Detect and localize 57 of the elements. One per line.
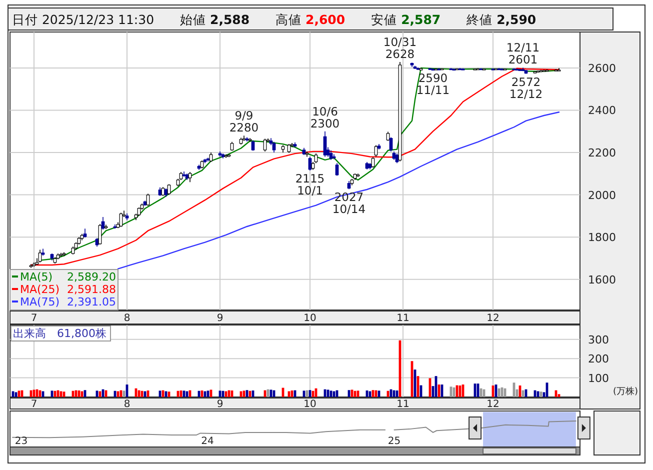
y-tick-label: 2200 bbox=[588, 146, 616, 160]
text: 高値 2,600 bbox=[276, 12, 346, 27]
candlestick bbox=[314, 153, 318, 164]
x-tick-label: 12 bbox=[486, 313, 500, 324]
x-tick-label: 24 bbox=[201, 436, 214, 447]
candlestick bbox=[119, 212, 123, 228]
x-tick-label: 10 bbox=[304, 313, 316, 324]
annotation: 2572 12/12 bbox=[509, 74, 543, 101]
y-tick-label: 200 bbox=[588, 352, 609, 366]
text: 終値 2,590 bbox=[466, 12, 536, 27]
candlestick bbox=[209, 152, 213, 162]
annotation: 12/11 2601 bbox=[506, 40, 540, 67]
candlestick bbox=[182, 171, 186, 178]
x-tick-label: 12 bbox=[486, 399, 500, 410]
legend-label: MA(75) 2,391.05 bbox=[20, 296, 116, 308]
candlestick bbox=[371, 156, 375, 168]
annotation: 2027 10/14 bbox=[332, 190, 366, 216]
candlestick bbox=[188, 172, 192, 182]
chart-title: 出来高 61,800株 bbox=[13, 327, 106, 340]
y-tick-label: 2600 bbox=[588, 62, 616, 75]
x-tick-label: 9 bbox=[216, 399, 224, 410]
x-tick-label: 8 bbox=[124, 313, 130, 324]
text: MA(5) 2,589.20 bbox=[20, 270, 116, 284]
text: 安値 2,587 bbox=[371, 12, 441, 27]
candlestick bbox=[386, 131, 390, 142]
x-tick-label: 7 bbox=[30, 399, 38, 410]
x-tick-label: 10 bbox=[304, 399, 316, 410]
y-tick-label: 100 bbox=[588, 372, 609, 385]
y-tick-label: 1800 bbox=[588, 231, 616, 244]
text: 始値 2,588 bbox=[180, 12, 250, 27]
annotation: 10/6 2300 bbox=[310, 104, 340, 130]
y-tick-label: 2000 bbox=[588, 188, 616, 202]
x-tick-label: 23 bbox=[14, 436, 28, 447]
candlestick bbox=[389, 136, 393, 152]
candlestick bbox=[251, 140, 255, 152]
candlestick bbox=[167, 184, 171, 196]
x-tick-label: 7 bbox=[30, 313, 38, 324]
legend-label: MA(25) 2,591.88 bbox=[20, 283, 116, 296]
annotation: 2590 11/11 bbox=[416, 71, 450, 98]
text: 日付 2025/12/23 11:30 bbox=[12, 12, 154, 27]
x-tick-label: 25 bbox=[388, 436, 401, 447]
annotation: 10/31 2628 bbox=[383, 35, 417, 62]
x-tick-label: 8 bbox=[124, 399, 130, 410]
x-tick-label: 9 bbox=[216, 313, 224, 324]
candlestick bbox=[272, 142, 276, 153]
candlestick bbox=[395, 153, 399, 164]
y-axis-title: (万株) bbox=[612, 386, 638, 397]
candlestick bbox=[146, 193, 150, 206]
y-tick-label: 1600 bbox=[588, 273, 616, 286]
y-tick-label: 300 bbox=[588, 333, 609, 346]
candlestick bbox=[263, 138, 267, 152]
x-tick-label: 11 bbox=[396, 313, 410, 324]
annotation: 9/9 2280 bbox=[229, 108, 259, 135]
x-tick-label: 11 bbox=[396, 399, 410, 410]
annotation: 2115 10/1 bbox=[295, 171, 325, 198]
y-tick-label: 2400 bbox=[588, 104, 616, 118]
candlestick bbox=[242, 135, 246, 142]
